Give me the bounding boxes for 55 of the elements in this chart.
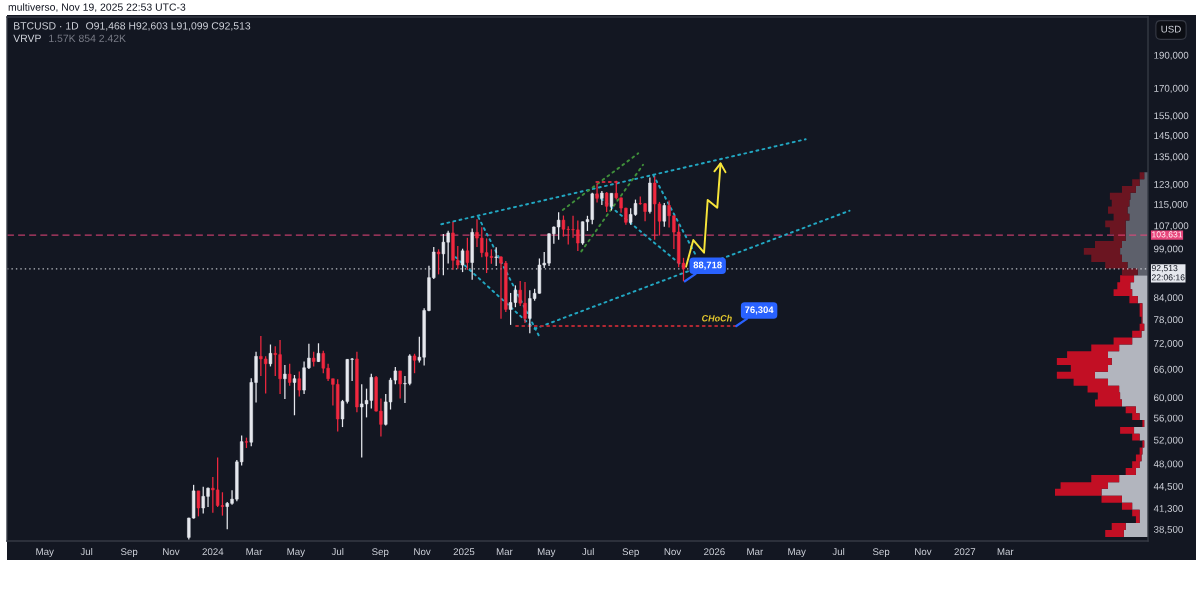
y-tick-label: 107,000 [1154, 222, 1189, 231]
y-tick-label: 66,000 [1154, 365, 1183, 374]
x-tick-label: Sep [120, 548, 138, 558]
x-tick-label: 2026 [704, 548, 725, 556]
text: multiverso, Nov 19, 2025 22:53 UTC-3 [8, 3, 186, 13]
x-tick-label: Mar [747, 548, 764, 556]
x-tick-label: Sep [372, 548, 389, 558]
chart-subtitle: O91,468 H92,603 L91,099 C92,513 [86, 22, 251, 31]
x-tick-label: Nov [414, 548, 431, 556]
ref-line-label: 92,513 22:06:16 [1151, 265, 1185, 281]
x-tick-label: Nov [664, 548, 682, 556]
y-axis-title: USD [1161, 25, 1181, 33]
x-tick-label: May [287, 548, 306, 558]
x-tick-label: Nov [915, 548, 932, 556]
y-tick-label: 155,000 [1154, 112, 1189, 121]
y-tick-label: 72,000 [1154, 340, 1183, 349]
x-tick-label: Sep [622, 548, 639, 558]
y-tick-label: 135,000 [1154, 153, 1189, 162]
ref-line-label: 103,631 [1152, 231, 1183, 239]
y-tick-label: 41,300 [1153, 505, 1183, 514]
y-tick-label: 115,000 [1154, 200, 1188, 209]
y-tick-label: 60,000 [1154, 394, 1183, 403]
chart-title: BTCUSD · 1D [14, 22, 79, 30]
x-tick-label: 2025 [453, 548, 475, 556]
annotation: 88,718 [693, 261, 722, 270]
y-tick-label: 78,000 [1154, 316, 1183, 325]
series-label: CHoCh [702, 314, 732, 322]
x-tick-label: May [788, 548, 806, 558]
x-tick-label: Mar [496, 548, 513, 556]
y-tick-label: 170,000 [1154, 84, 1189, 93]
x-tick-label: Jul [832, 547, 845, 556]
y-tick-label: 44,500 [1153, 482, 1183, 491]
x-tick-label: Jul [582, 547, 594, 556]
y-tick-label: 56,000 [1153, 414, 1183, 423]
x-tick-label: May [537, 548, 556, 558]
y-tick-label: 38,500 [1153, 525, 1183, 534]
x-tick-label: 2027 [954, 548, 976, 556]
x-tick-label: Jul [331, 547, 344, 556]
x-tick-label: Mar [246, 548, 263, 556]
x-tick-label: Jul [80, 547, 93, 556]
y-tick-label: 99,000 [1154, 245, 1183, 254]
annotation: 1.57K 854 2.42K [49, 34, 126, 43]
x-tick-label: Nov [163, 548, 180, 556]
annotation: 76,304 [745, 306, 774, 315]
x-tick-label: 2024 [202, 548, 224, 556]
y-tick-label: 145,000 [1154, 132, 1189, 141]
y-tick-label: 190,000 [1154, 51, 1189, 60]
y-tick-label: 84,000 [1153, 294, 1183, 303]
x-tick-label: Sep [872, 548, 890, 558]
x-tick-label: Mar [997, 548, 1014, 556]
y-tick-label: 52,000 [1153, 436, 1183, 445]
x-tick-label: May [36, 548, 54, 558]
y-tick-label: 123,000 [1154, 180, 1189, 189]
y-tick-label: 48,000 [1153, 460, 1183, 469]
annotation: VRVP [13, 34, 41, 42]
